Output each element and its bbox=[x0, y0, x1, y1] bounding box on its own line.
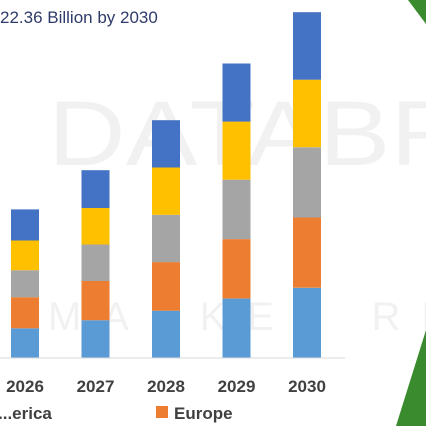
bar-segment-2026-series-5 bbox=[11, 209, 39, 241]
bar-series-group bbox=[11, 12, 321, 358]
bar-segment-2030-series-4 bbox=[293, 79, 321, 148]
legend-label-north-america: ...erica bbox=[0, 404, 52, 423]
bar-segment-2029-series-4 bbox=[222, 121, 251, 180]
legend: ...erica Europe bbox=[0, 404, 233, 423]
bar-segment-2027-series-5 bbox=[81, 170, 110, 208]
bar-segment-2026-series-1 bbox=[11, 328, 39, 358]
bar-segment-2029-series-5 bbox=[222, 63, 251, 122]
green-accent-bottom bbox=[396, 330, 426, 426]
bar-segment-2030-series-1 bbox=[293, 287, 321, 358]
legend-swatch-europe bbox=[156, 406, 168, 418]
bar-segment-2029-series-3 bbox=[222, 179, 251, 240]
bar-segment-2028-series-1 bbox=[152, 310, 180, 358]
bar-segment-2028-series-3 bbox=[152, 214, 180, 263]
x-tick-label-2028: 2028 bbox=[147, 377, 185, 396]
bar-segment-2029-series-2 bbox=[222, 239, 251, 299]
x-tick-label-2026: 2026 bbox=[6, 377, 44, 396]
bar-segment-2026-series-2 bbox=[11, 297, 39, 329]
x-tick-label-2027: 2027 bbox=[77, 377, 115, 396]
bar-segment-2027-series-3 bbox=[81, 244, 110, 281]
x-tick-label-2030: 2030 bbox=[288, 377, 326, 396]
chart-title: ... 22.36 Billion by 2030 bbox=[0, 0, 158, 27]
x-axis-ticks: 2026 2027 2028 2029 2030 bbox=[6, 377, 326, 396]
bar-segment-2030-series-3 bbox=[293, 147, 321, 218]
bar-segment-2026-series-3 bbox=[11, 270, 39, 298]
bar-segment-2026-series-4 bbox=[11, 240, 39, 271]
bar-segment-2030-series-2 bbox=[293, 217, 321, 288]
legend-label-europe: Europe bbox=[174, 404, 233, 423]
bar-segment-2027-series-4 bbox=[81, 208, 110, 245]
bar-segment-2027-series-2 bbox=[81, 281, 110, 321]
bar-segment-2028-series-4 bbox=[152, 167, 180, 215]
bar-segment-2029-series-1 bbox=[222, 298, 251, 358]
bar-segment-2028-series-5 bbox=[152, 120, 180, 168]
bar-segment-2028-series-2 bbox=[152, 262, 180, 311]
bar-segment-2027-series-1 bbox=[81, 320, 110, 358]
green-accent-top bbox=[408, 0, 426, 24]
title-line-1: ... bbox=[12, 0, 26, 2]
bar-segment-2030-series-5 bbox=[293, 12, 321, 80]
x-tick-label-2029: 2029 bbox=[218, 377, 256, 396]
title-line-2: 22.36 Billion by 2030 bbox=[0, 8, 158, 27]
